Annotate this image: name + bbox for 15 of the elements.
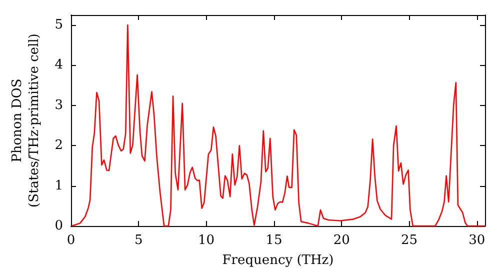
y-tick-label: 3 xyxy=(54,98,63,113)
y-tick-label: 0 xyxy=(54,218,63,234)
x-tick-label: 20 xyxy=(333,233,350,248)
x-tick-label: 25 xyxy=(400,233,418,248)
x-tick-label: 30 xyxy=(468,233,486,248)
y-axis-title: Phonon DOS (States/THz·primitive cell) xyxy=(10,33,42,208)
y-tick-label: 2 xyxy=(54,138,63,154)
y-tick-label: 5 xyxy=(54,18,63,33)
y-tick-label: 4 xyxy=(54,58,63,73)
y-tick-label: 1 xyxy=(54,178,63,194)
x-tick-label: 0 xyxy=(66,233,76,248)
x-tick-label: 10 xyxy=(198,233,215,248)
x-axis-title: Frequency (THz) xyxy=(222,252,334,268)
x-tick-label: 15 xyxy=(266,233,282,248)
x-tick-label: 5 xyxy=(134,233,143,248)
